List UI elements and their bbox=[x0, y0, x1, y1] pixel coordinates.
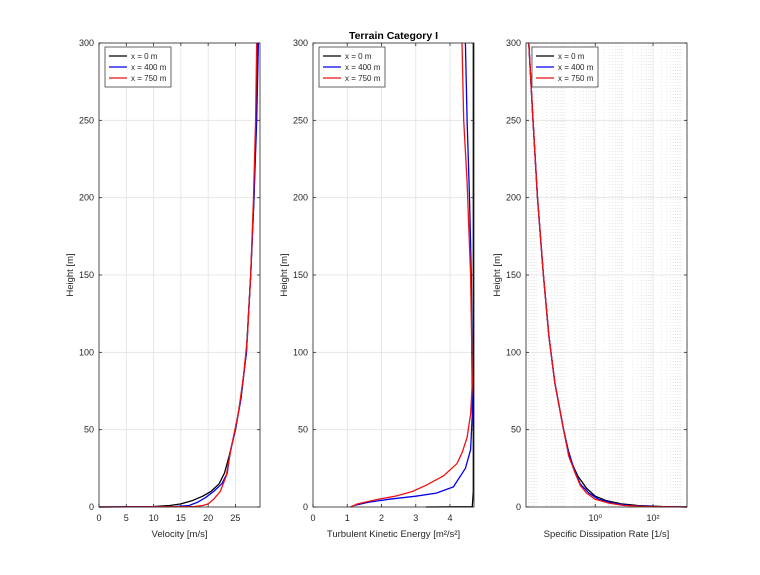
legend-label-x750: x = 750 m bbox=[558, 74, 594, 83]
y-tick-label: 200 bbox=[79, 193, 94, 203]
y-tick-label: 300 bbox=[79, 38, 94, 48]
y-tick-label: 50 bbox=[298, 425, 308, 435]
x-tick-label: 25 bbox=[230, 513, 240, 523]
y-tick-label: 300 bbox=[506, 38, 521, 48]
x-tick-label: 0 bbox=[310, 513, 315, 523]
y-tick-label: 150 bbox=[79, 270, 94, 280]
x-tick-label: 2 bbox=[379, 513, 384, 523]
y-tick-label: 100 bbox=[79, 347, 94, 357]
y-tick-label: 50 bbox=[84, 425, 94, 435]
series-line-x750 bbox=[528, 42, 688, 508]
x-tick-label: 5 bbox=[124, 513, 129, 523]
y-tick-label: 100 bbox=[293, 347, 308, 357]
y-tick-label: 200 bbox=[293, 193, 308, 203]
y-axis-label: Height [m] bbox=[492, 253, 503, 296]
legend-label-x0: x = 0 m bbox=[345, 52, 372, 61]
legend-label-x750: x = 750 m bbox=[345, 74, 381, 83]
legend-label-x750: x = 750 m bbox=[131, 74, 167, 83]
x-tick-label: 15 bbox=[176, 513, 186, 523]
series-line-x750 bbox=[350, 42, 473, 508]
series-line-x400 bbox=[350, 42, 473, 508]
y-tick-label: 0 bbox=[516, 502, 521, 512]
x-tick-label: 10⁰ bbox=[588, 513, 602, 523]
x-tick-label: 4 bbox=[448, 513, 453, 523]
legend-label-x400: x = 400 m bbox=[345, 63, 381, 72]
y-tick-label: 0 bbox=[89, 502, 94, 512]
y-axis-label: Height [m] bbox=[279, 253, 290, 296]
y-tick-label: 150 bbox=[293, 270, 308, 280]
y-axis-label: Height [m] bbox=[65, 253, 76, 296]
x-tick-label: 3 bbox=[413, 513, 418, 523]
y-tick-label: 250 bbox=[293, 115, 308, 125]
y-tick-label: 150 bbox=[506, 270, 521, 280]
y-tick-label: 300 bbox=[293, 38, 308, 48]
y-tick-label: 100 bbox=[506, 347, 521, 357]
legend-label-x400: x = 400 m bbox=[558, 63, 594, 72]
series-line-x750 bbox=[98, 42, 258, 508]
x-tick-label: 10² bbox=[647, 513, 660, 523]
y-tick-label: 250 bbox=[79, 115, 94, 125]
x-axis-label: Turbulent Kinetic Energy [m²/s²] bbox=[327, 529, 460, 540]
y-tick-label: 50 bbox=[511, 425, 521, 435]
y-tick-label: 0 bbox=[303, 502, 308, 512]
x-tick-label: 1 bbox=[345, 513, 350, 523]
x-tick-label: 0 bbox=[96, 513, 101, 523]
x-axis-label: Specific Dissipation Rate [1/s] bbox=[544, 529, 670, 540]
chart-3: 10⁰ 10² 0 50 100 150 200 250 300 Specific Dissipa… bbox=[492, 38, 688, 540]
x-axis-label: Velocity [m/s] bbox=[152, 529, 208, 540]
chart-2: 0 1 2 3 4 0 50 100 150 200 250 300 Turbulent Kinetic… bbox=[279, 38, 475, 540]
y-tick-label: 250 bbox=[506, 115, 521, 125]
x-tick-label: 10 bbox=[149, 513, 159, 523]
legend-label-x400: x = 400 m bbox=[131, 63, 167, 72]
legend-label-x0: x = 0 m bbox=[558, 52, 585, 61]
figure-title: Terrain Category I bbox=[348, 30, 439, 42]
x-tick-label: 20 bbox=[203, 513, 213, 523]
y-tick-label: 200 bbox=[506, 193, 521, 203]
legend-label-x0: x = 0 m bbox=[131, 52, 158, 61]
